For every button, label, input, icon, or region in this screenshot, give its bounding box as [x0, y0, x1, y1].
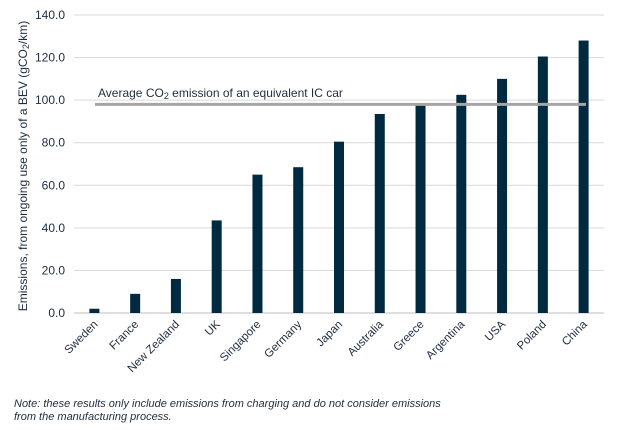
y-tick-label: 120.0 [35, 51, 65, 65]
y-tick-label: 140.0 [35, 8, 65, 22]
bar-new-zealand [170, 278, 181, 313]
x-tick-label: Japan [314, 319, 345, 350]
bars [89, 40, 589, 314]
x-tick-label: France [107, 319, 141, 353]
x-tick-label: China [560, 318, 590, 348]
bar-singapore [252, 174, 263, 313]
x-tick-label: Australia [346, 318, 387, 359]
bar-france [130, 293, 141, 313]
bar-germany [293, 167, 304, 313]
x-tick-label: Singapore [218, 319, 264, 365]
bar-greece [415, 105, 426, 313]
bar-australia [374, 113, 385, 313]
x-tick-label: Sweden [63, 319, 101, 357]
y-axis-title: Emissions, from ongoing use only of a BE… [16, 21, 31, 311]
y-tick-label: 80.0 [42, 136, 66, 150]
bar-japan [334, 141, 344, 313]
bar-uk [211, 220, 222, 313]
bar-argentina [456, 94, 467, 313]
y-tick-label: 20.0 [42, 263, 66, 277]
y-tick-label: 60.0 [42, 178, 66, 192]
y-tick-labels: 0.0 20.0 40.0 60.0 80.0 100.0 120.0 140.0 [35, 8, 65, 320]
footnote-line-1: Note: these results only include emissio… [14, 398, 441, 410]
y-tick-label: 100.0 [35, 93, 65, 107]
bar-sweden [89, 308, 100, 313]
y-tick-label: 0.0 [48, 306, 65, 320]
x-tick-label: Germany [262, 318, 304, 360]
x-tick-label: UK [203, 318, 223, 338]
footnote: Note: these results only include emissio… [14, 398, 441, 424]
reference-line-label: Average CO2 emission of an equivalent IC… [98, 86, 343, 101]
footnote-line-2: from the manufacturing process. [14, 411, 172, 423]
bar-chart: 0.0 20.0 40.0 60.0 80.0 100.0 120.0 140.0 Swede… [16, 8, 604, 375]
x-tick-label: Argentina [424, 318, 468, 362]
x-tick-label: USA [483, 318, 508, 343]
y-tick-label: 40.0 [42, 221, 66, 235]
x-tick-label: Poland [515, 319, 549, 353]
bar-china [578, 40, 589, 314]
bar-usa [497, 78, 508, 313]
x-tick-label: Greece [392, 319, 427, 354]
bar-poland [537, 56, 548, 313]
